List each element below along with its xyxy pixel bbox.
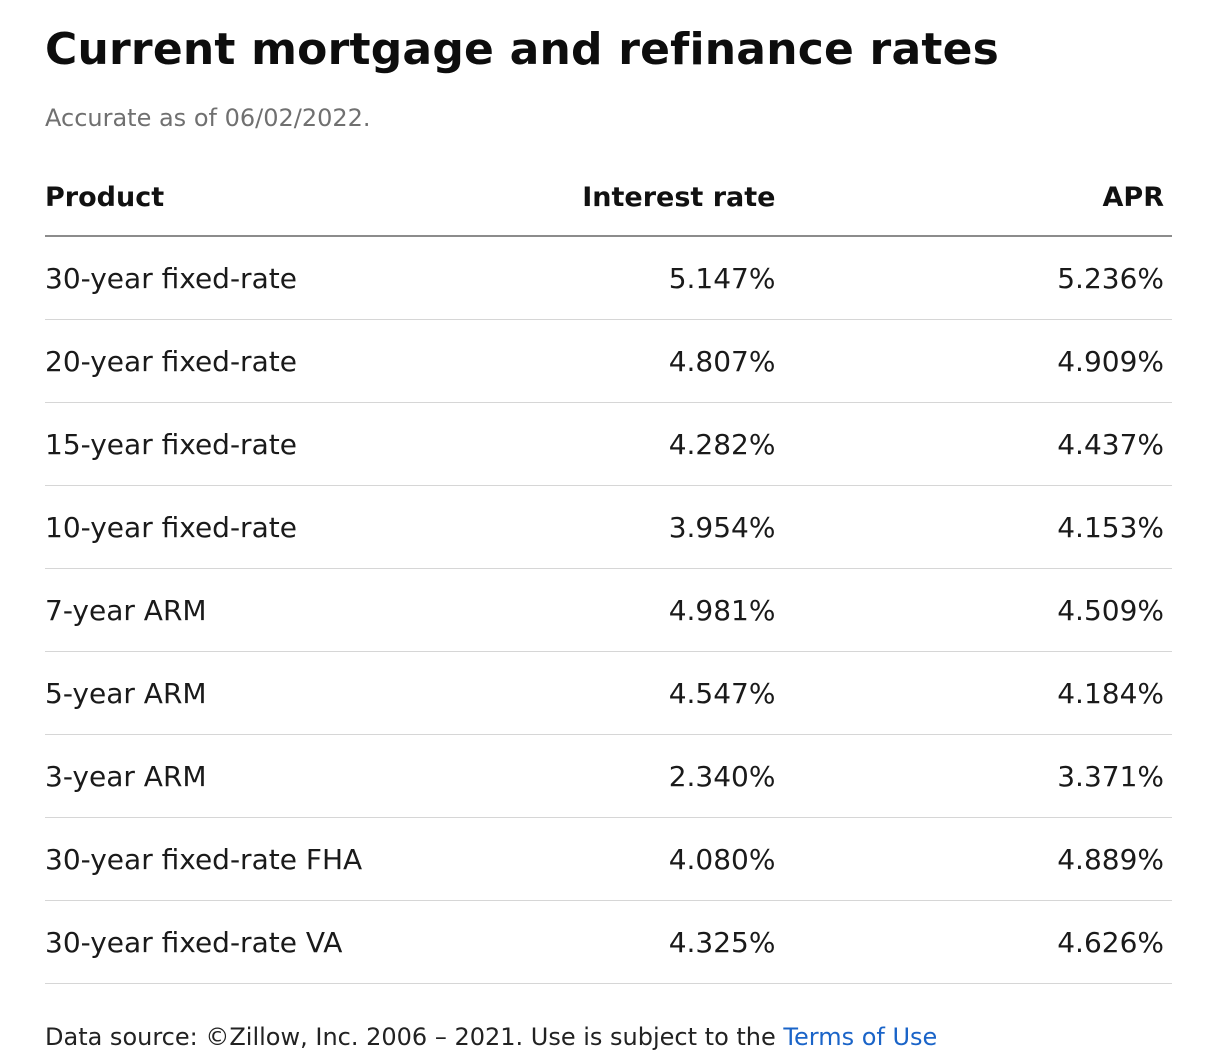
- apr-cell: 3.371%: [775, 734, 1172, 818]
- interest-rate-cell: 4.080%: [522, 817, 776, 901]
- interest-rate-cell: 4.547%: [522, 651, 776, 735]
- apr-cell: 4.889%: [775, 817, 1172, 901]
- terms-of-use-link[interactable]: Terms of Use: [783, 1023, 938, 1051]
- interest-rate-cell: 4.282%: [522, 402, 776, 486]
- data-source-note: Data source: ©Zillow, Inc. 2006 – 2021. …: [45, 1020, 937, 1054]
- apr-cell: 4.184%: [775, 651, 1172, 735]
- column-header-product: Product: [45, 160, 523, 237]
- product-cell: 10-year fixed-rate: [45, 485, 523, 569]
- product-cell: 30-year fixed-rate: [45, 236, 523, 320]
- table-row: 5-year ARM 4.547% 4.184%: [45, 651, 1172, 735]
- product-cell: 30-year fixed-rate VA: [45, 900, 523, 984]
- interest-rate-cell: 2.340%: [522, 734, 776, 818]
- product-cell: 3-year ARM: [45, 734, 523, 818]
- header-row: Product Interest rate APR: [45, 160, 1172, 237]
- page-title: Current mortgage and refinance rates: [45, 24, 1000, 75]
- rates-table-body: 30-year fixed-rate 5.147% 5.236% 20-year…: [45, 236, 1172, 984]
- apr-cell: 4.437%: [775, 402, 1172, 486]
- rates-table-head: Product Interest rate APR: [45, 160, 1172, 237]
- product-cell: 7-year ARM: [45, 568, 523, 652]
- interest-rate-cell: 4.325%: [522, 900, 776, 984]
- interest-rate-cell: 4.981%: [522, 568, 776, 652]
- accuracy-date: Accurate as of 06/02/2022.: [45, 104, 371, 132]
- product-cell: 30-year fixed-rate FHA: [45, 817, 523, 901]
- table-row: 20-year fixed-rate 4.807% 4.909%: [45, 319, 1172, 403]
- apr-cell: 5.236%: [775, 236, 1172, 320]
- rates-table: Product Interest rate APR 30-year fixed-…: [45, 160, 1172, 984]
- product-cell: 5-year ARM: [45, 651, 523, 735]
- product-cell: 15-year fixed-rate: [45, 402, 523, 486]
- product-cell: 20-year fixed-rate: [45, 319, 523, 403]
- table-row: 30-year fixed-rate 5.147% 5.236%: [45, 236, 1172, 320]
- table-row: 3-year ARM 2.340% 3.371%: [45, 734, 1172, 818]
- column-header-apr: APR: [775, 160, 1172, 237]
- table-row: 10-year fixed-rate 3.954% 4.153%: [45, 485, 1172, 569]
- data-source-text: Data source: ©Zillow, Inc. 2006 – 2021. …: [45, 1023, 784, 1051]
- apr-cell: 4.153%: [775, 485, 1172, 569]
- apr-cell: 4.509%: [775, 568, 1172, 652]
- table-row: 30-year fixed-rate VA 4.325% 4.626%: [45, 900, 1172, 984]
- apr-cell: 4.909%: [775, 319, 1172, 403]
- interest-rate-cell: 4.807%: [522, 319, 776, 403]
- table-row: 7-year ARM 4.981% 4.509%: [45, 568, 1172, 652]
- table-row: 15-year fixed-rate 4.282% 4.437%: [45, 402, 1172, 486]
- interest-rate-cell: 3.954%: [522, 485, 776, 569]
- interest-rate-cell: 5.147%: [522, 236, 776, 320]
- apr-cell: 4.626%: [775, 900, 1172, 984]
- table-row: 30-year fixed-rate FHA 4.080% 4.889%: [45, 817, 1172, 901]
- column-header-interest-rate: Interest rate: [522, 160, 776, 237]
